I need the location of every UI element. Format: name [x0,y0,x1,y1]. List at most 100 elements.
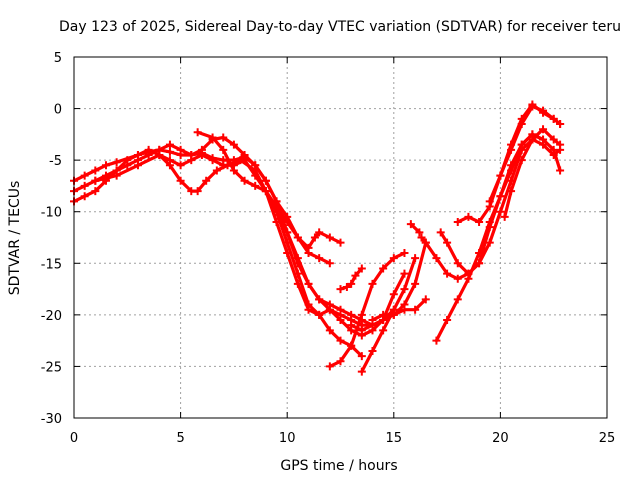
y-tick-label: 0 [54,103,62,118]
data-point [549,114,558,123]
y-tick-label: -25 [41,360,62,375]
x-tick-label: 10 [279,431,296,446]
series-line [328,251,407,368]
data-point [517,140,526,149]
data-point [443,316,452,325]
data-point [351,271,360,280]
data-point [261,176,270,185]
data-point [485,197,494,206]
data-point [379,310,388,319]
data-point [325,259,334,268]
series-line [488,102,562,203]
series-trace-5 [193,128,345,252]
data-point [389,310,398,319]
data-point [336,336,345,345]
data-point [219,133,228,142]
data-point [496,192,505,201]
series-trace-11 [368,295,430,325]
series-line [72,148,364,358]
data-point [165,161,174,170]
data-point [400,248,409,257]
data-point [229,166,238,175]
data-point [549,135,558,144]
data-point [310,233,319,242]
data-point [336,357,345,366]
data-point [197,145,206,154]
series-line [409,222,421,234]
data-point [112,166,121,175]
data-point [240,176,249,185]
data-point [293,254,302,263]
data-point [400,285,409,294]
data-point [251,161,260,170]
data-point [315,228,324,237]
data-point [304,279,313,288]
data-point [112,158,121,167]
data-point [539,125,548,134]
grid-lines [74,57,607,418]
data-point [123,161,132,170]
data-point [342,283,351,292]
data-point [496,207,505,216]
series-trace-17 [485,100,565,206]
data-point [464,212,473,221]
data-point [193,187,202,196]
series-trace-9 [357,254,420,376]
plot-frame [73,56,608,419]
data-point [556,140,565,149]
data-point [155,145,164,154]
data-point [507,166,516,175]
series-trace-6 [272,207,377,330]
data-point [500,212,509,221]
data-point [443,269,452,278]
data-point [261,187,270,196]
data-point [193,128,202,137]
data-point [485,218,494,227]
y-tick-label: -5 [49,154,62,169]
data-point [229,140,238,149]
data-point [283,248,292,257]
data-point [517,114,526,123]
data-point [219,145,228,154]
y-axis-ticks: 5 0 -5 -10 -15 -20 -25 -30 [41,51,607,427]
data-point [272,207,281,216]
y-axis-label: SDTVAR / TECUs [7,181,23,296]
series-line [274,210,375,327]
data-point [406,220,415,229]
data-point [411,305,420,314]
data-point [389,254,398,263]
data-point [176,176,185,185]
y-tick-label: 5 [54,51,62,66]
data-point [549,145,558,154]
data-point [528,100,537,109]
data-point [283,228,292,237]
y-tick-label: -15 [41,257,62,272]
data-point [347,279,356,288]
series-line [360,256,417,374]
data-point [411,254,420,263]
data-point [475,218,484,227]
data-point [556,166,565,175]
data-point [101,171,110,180]
x-tick-label: 0 [70,431,78,446]
data-point [208,133,217,142]
data-point [325,326,334,335]
data-point [528,135,537,144]
data-point [336,238,345,247]
data-point [539,135,548,144]
data-point [453,295,462,304]
data-point [315,295,324,304]
data-point [91,176,100,185]
data-point [293,279,302,288]
data-point [336,285,345,294]
data-point [202,176,211,185]
data-point [176,161,185,170]
series-trace-12 [406,220,424,237]
data-point [475,248,484,257]
data-point [133,156,142,165]
data-point [347,341,356,350]
data-point [325,233,334,242]
data-point [389,290,398,299]
data-point [187,150,196,159]
data-point [315,254,324,263]
